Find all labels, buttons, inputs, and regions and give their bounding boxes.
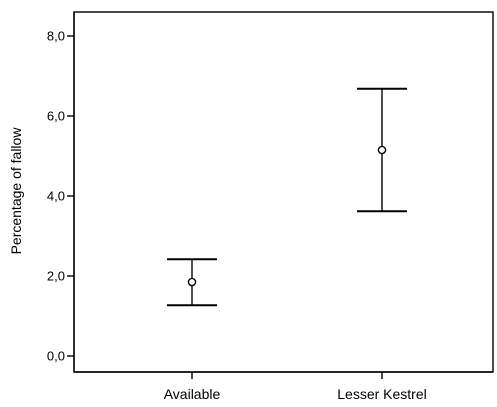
error-bar-1	[357, 87, 407, 213]
plot-frame	[73, 11, 494, 373]
y-tick-label: 0,0	[47, 349, 65, 364]
error-bars	[167, 87, 407, 307]
error-bar-0	[167, 258, 217, 307]
y-tick-label: 6,0	[47, 109, 65, 124]
y-tick-label: 8,0	[47, 29, 65, 44]
mean-marker	[377, 145, 387, 155]
y-axis-title: Percentage of fallow	[8, 127, 24, 255]
x-category-label: Available	[164, 386, 221, 402]
y-axis-ticks: 0,0 2,0 4,0 6,0 8,0	[47, 29, 74, 364]
y-tick-label: 4,0	[47, 189, 65, 204]
mean-marker	[187, 277, 197, 287]
y-tick-label: 2,0	[47, 269, 65, 284]
x-category-label: Lesser Kestrel	[337, 386, 426, 402]
x-axis-ticks: Available Lesser Kestrel	[164, 372, 427, 402]
